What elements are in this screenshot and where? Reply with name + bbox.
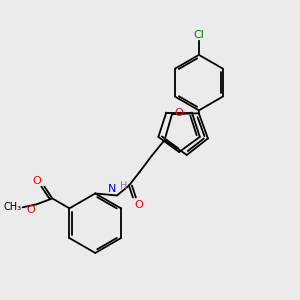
Text: CH₃: CH₃ [4, 202, 22, 212]
Text: H: H [120, 182, 127, 191]
Text: O: O [33, 176, 41, 185]
Text: O: O [174, 108, 183, 118]
Text: O: O [134, 200, 142, 210]
Text: O: O [27, 206, 35, 215]
Text: Cl: Cl [194, 30, 204, 40]
Text: N: N [108, 184, 116, 194]
